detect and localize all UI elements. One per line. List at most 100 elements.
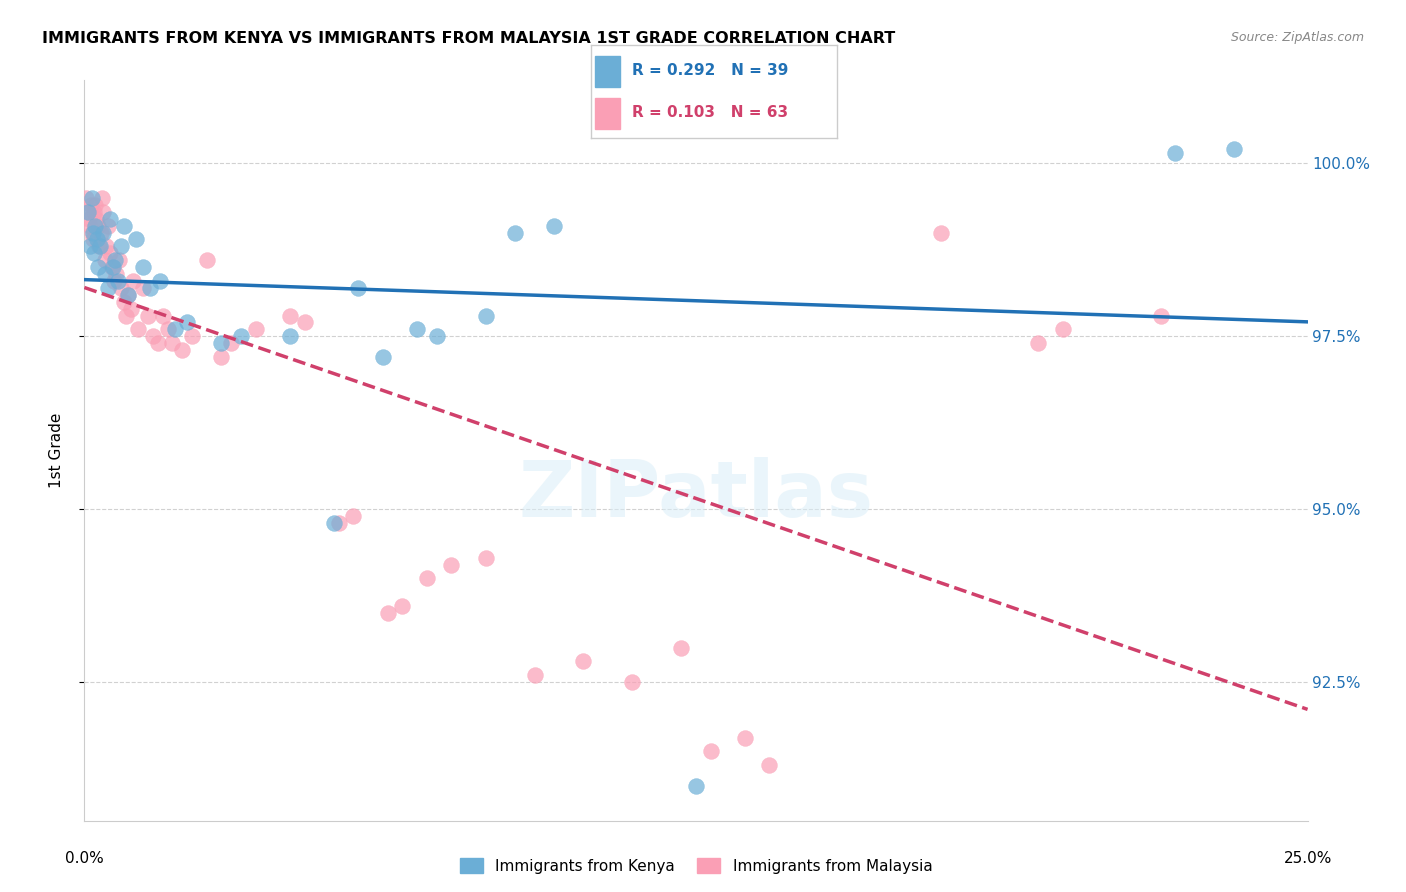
Point	[172, 343, 194, 358]
Point	[543, 219, 565, 233]
Point	[474, 550, 496, 565]
Point	[110, 239, 132, 253]
Point	[146, 336, 169, 351]
Point	[132, 281, 155, 295]
Point	[98, 246, 121, 260]
Point	[621, 675, 644, 690]
Point	[98, 211, 121, 226]
Point	[523, 668, 546, 682]
Text: Source: ZipAtlas.com: Source: ZipAtlas.com	[1230, 31, 1364, 45]
Point	[83, 198, 105, 212]
Point	[83, 246, 105, 260]
Point	[117, 287, 139, 301]
Point	[122, 274, 145, 288]
Point	[219, 336, 242, 351]
Point	[82, 232, 104, 246]
Point	[107, 253, 129, 268]
Point	[132, 260, 155, 274]
Point	[104, 253, 127, 268]
Point	[156, 322, 179, 336]
Point	[94, 267, 117, 281]
Point	[125, 232, 148, 246]
Point	[176, 315, 198, 329]
Point	[86, 219, 108, 233]
Y-axis label: 1st Grade: 1st Grade	[49, 413, 63, 488]
Point	[107, 274, 129, 288]
Point	[97, 281, 120, 295]
Point	[86, 232, 108, 246]
Point	[734, 731, 756, 745]
Point	[406, 322, 429, 336]
Point	[416, 572, 439, 586]
Point	[87, 239, 110, 253]
Point	[77, 204, 100, 219]
Point	[294, 315, 316, 329]
Point	[181, 329, 204, 343]
Point	[120, 301, 142, 316]
Point	[671, 640, 693, 655]
Point	[93, 204, 115, 219]
Point	[105, 267, 128, 281]
Point	[1052, 322, 1074, 336]
Point	[278, 309, 301, 323]
Text: 25.0%: 25.0%	[1284, 851, 1331, 866]
Text: ZIPatlas: ZIPatlas	[519, 457, 873, 533]
Point	[100, 260, 122, 274]
Point	[229, 329, 252, 343]
Point	[758, 758, 780, 772]
Point	[278, 329, 301, 343]
Point	[79, 239, 101, 253]
Point	[127, 322, 149, 336]
Point	[426, 329, 449, 343]
Point	[136, 309, 159, 323]
Point	[89, 239, 111, 253]
Point	[342, 509, 364, 524]
Point	[322, 516, 344, 530]
Point	[91, 226, 114, 240]
Point	[1223, 143, 1246, 157]
Point	[103, 274, 125, 288]
Point	[371, 350, 394, 364]
Point	[76, 204, 98, 219]
Point	[114, 219, 136, 233]
Point	[83, 204, 105, 219]
Point	[82, 226, 104, 240]
Text: R = 0.292   N = 39: R = 0.292 N = 39	[633, 63, 789, 78]
Point	[328, 516, 350, 530]
Point	[1150, 309, 1173, 323]
Bar	[596, 56, 620, 87]
Point	[139, 281, 162, 295]
Point	[163, 322, 186, 336]
Point	[149, 274, 172, 288]
Point	[391, 599, 413, 614]
Point	[929, 226, 952, 240]
Point	[115, 309, 138, 323]
Point	[245, 322, 267, 336]
Point	[209, 336, 232, 351]
Point	[347, 281, 370, 295]
Point	[195, 253, 218, 268]
Point	[91, 191, 114, 205]
Point	[97, 219, 120, 233]
Legend: Immigrants from Kenya, Immigrants from Malaysia: Immigrants from Kenya, Immigrants from M…	[454, 852, 938, 880]
Point	[162, 336, 184, 351]
Point	[377, 606, 399, 620]
Point	[503, 226, 526, 240]
Point	[1164, 145, 1187, 160]
Point	[80, 226, 103, 240]
Point	[75, 191, 97, 205]
Point	[89, 226, 111, 240]
Point	[440, 558, 463, 572]
Point	[110, 281, 132, 295]
Point	[1028, 336, 1050, 351]
Point	[80, 198, 103, 212]
Point	[142, 329, 165, 343]
Point	[209, 350, 232, 364]
Point	[94, 253, 117, 268]
Point	[84, 211, 107, 226]
Text: 0.0%: 0.0%	[65, 851, 104, 866]
Point	[101, 260, 124, 274]
Point	[112, 294, 135, 309]
Point	[84, 219, 107, 233]
Point	[699, 744, 721, 758]
